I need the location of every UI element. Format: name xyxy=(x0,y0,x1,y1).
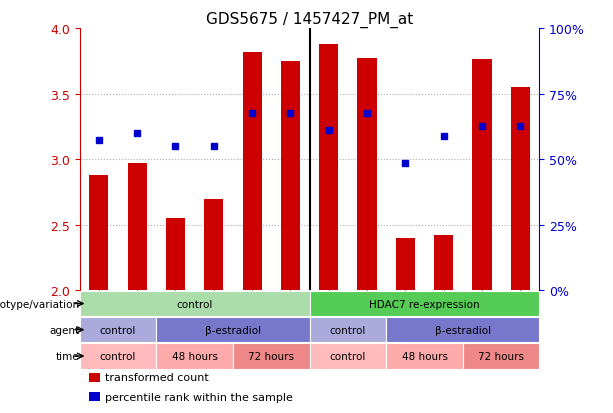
Text: 72 hours: 72 hours xyxy=(478,351,524,361)
Text: control: control xyxy=(100,351,136,361)
Text: β-estradiol: β-estradiol xyxy=(205,325,261,335)
Bar xyxy=(89,176,109,291)
Text: agent: agent xyxy=(50,325,80,335)
Text: control: control xyxy=(330,325,366,335)
Text: HDAC7 re-expression: HDAC7 re-expression xyxy=(369,299,480,309)
Bar xyxy=(396,238,415,291)
Bar xyxy=(233,344,310,369)
Text: 72 hours: 72 hours xyxy=(248,351,294,361)
Bar xyxy=(310,344,386,369)
Bar xyxy=(357,59,376,291)
Bar xyxy=(463,344,539,369)
Bar xyxy=(166,219,185,291)
Text: β-estradiol: β-estradiol xyxy=(435,325,491,335)
Bar xyxy=(310,291,539,316)
Bar xyxy=(386,344,463,369)
Bar xyxy=(128,164,147,291)
Text: time: time xyxy=(56,351,80,361)
Bar xyxy=(386,317,539,342)
Bar xyxy=(319,45,338,291)
Text: control: control xyxy=(177,299,213,309)
Text: control: control xyxy=(330,351,366,361)
Bar xyxy=(89,392,101,401)
Bar xyxy=(156,344,233,369)
Bar xyxy=(281,62,300,291)
Bar xyxy=(243,52,262,291)
Bar xyxy=(156,317,310,342)
Text: control: control xyxy=(100,325,136,335)
Title: GDS5675 / 1457427_PM_at: GDS5675 / 1457427_PM_at xyxy=(206,12,413,28)
Text: 48 hours: 48 hours xyxy=(402,351,447,361)
Text: 48 hours: 48 hours xyxy=(172,351,218,361)
Bar xyxy=(473,60,492,291)
Bar xyxy=(310,317,386,342)
Text: percentile rank within the sample: percentile rank within the sample xyxy=(105,392,293,401)
Text: genotype/variation: genotype/variation xyxy=(0,299,80,309)
Bar xyxy=(204,199,223,291)
Bar xyxy=(511,88,530,291)
Bar xyxy=(80,291,310,316)
Bar xyxy=(80,317,156,342)
Text: transformed count: transformed count xyxy=(105,372,208,382)
Bar xyxy=(89,373,101,382)
Bar xyxy=(80,344,156,369)
Bar xyxy=(434,236,453,291)
